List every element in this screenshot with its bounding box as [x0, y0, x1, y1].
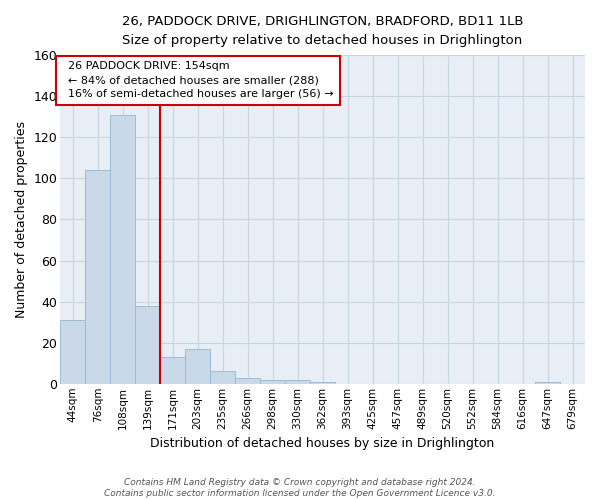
- Bar: [135, 306, 160, 384]
- Bar: [235, 378, 260, 384]
- Bar: [160, 357, 185, 384]
- Bar: [285, 380, 310, 384]
- Text: Contains HM Land Registry data © Crown copyright and database right 2024.
Contai: Contains HM Land Registry data © Crown c…: [104, 478, 496, 498]
- Bar: [260, 380, 285, 384]
- Bar: [535, 382, 560, 384]
- X-axis label: Distribution of detached houses by size in Drighlington: Distribution of detached houses by size …: [151, 437, 495, 450]
- Bar: [310, 382, 335, 384]
- Bar: [110, 114, 135, 384]
- Text: 26 PADDOCK DRIVE: 154sqm
  ← 84% of detached houses are smaller (288)
  16% of s: 26 PADDOCK DRIVE: 154sqm ← 84% of detach…: [61, 62, 334, 100]
- Y-axis label: Number of detached properties: Number of detached properties: [15, 121, 28, 318]
- Bar: [210, 372, 235, 384]
- Title: 26, PADDOCK DRIVE, DRIGHLINGTON, BRADFORD, BD11 1LB
Size of property relative to: 26, PADDOCK DRIVE, DRIGHLINGTON, BRADFOR…: [122, 15, 523, 47]
- Bar: [85, 170, 110, 384]
- Bar: [60, 320, 85, 384]
- Bar: [185, 349, 210, 384]
